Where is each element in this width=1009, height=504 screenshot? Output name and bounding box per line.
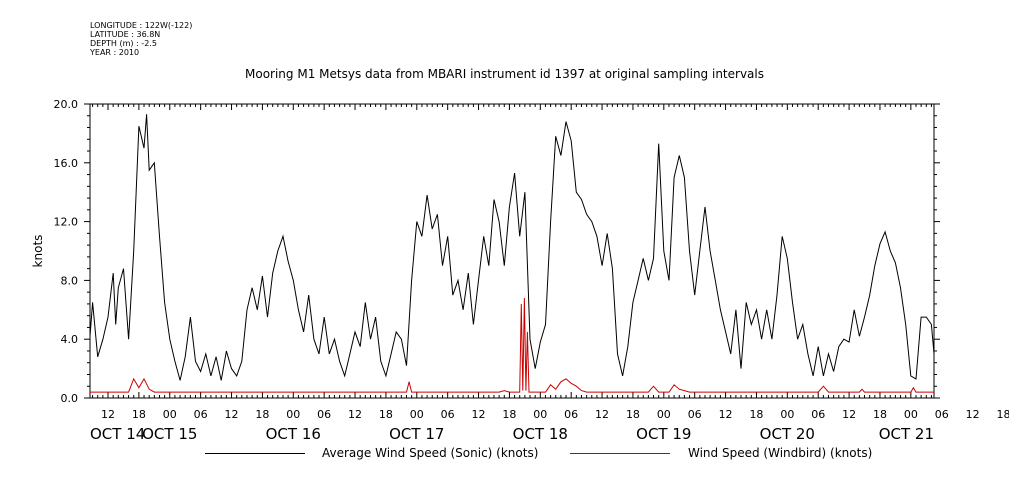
wind-speed-chart: knots 0.0 4.0 8.0 12.0 16.0 20.0 12 18 00 06 12 18… <box>31 98 1009 440</box>
x-tick-label: 00 <box>410 408 424 421</box>
x-tick-label: 06 <box>317 408 331 421</box>
x-date-label: OCT 19 <box>636 425 691 440</box>
x-tick-label: 18 <box>626 408 640 421</box>
x-date-label: OCT 21 <box>879 425 934 440</box>
axis-ticks <box>84 103 940 399</box>
y-tick-label: 8.0 <box>61 274 79 287</box>
legend-label-windbird: Wind Speed (Windbird) (knots) <box>688 446 873 460</box>
series-lines <box>89 114 935 393</box>
x-tick-label: 18 <box>379 408 393 421</box>
x-tick-label: 00 <box>780 408 794 421</box>
legend-label-sonic: Average Wind Speed (Sonic) (knots) <box>322 446 539 460</box>
x-tick-label: 18 <box>873 408 887 421</box>
x-tick-label: 00 <box>163 408 177 421</box>
y-axis-label: knots <box>31 235 45 268</box>
x-tick-label: 06 <box>564 408 578 421</box>
x-tick-label: 18 <box>132 408 146 421</box>
plot-frame <box>89 103 935 399</box>
x-date-label: OCT 17 <box>389 425 444 440</box>
legend-swatch-sonic <box>205 453 305 454</box>
x-tick-label: 18 <box>502 408 516 421</box>
chart-title: Mooring M1 Metsys data from MBARI instru… <box>245 67 764 81</box>
x-tick-label: 12 <box>719 408 733 421</box>
y-tick-label: 20.0 <box>54 98 79 111</box>
y-tick-label: 4.0 <box>61 333 79 346</box>
x-tick-label: 00 <box>657 408 671 421</box>
x-date-label: OCT 20 <box>760 425 815 440</box>
x-tick-label: 00 <box>286 408 300 421</box>
series-line-sonic <box>89 114 935 381</box>
x-tick-label: 18 <box>749 408 763 421</box>
y-tick-labels: 0.0 4.0 8.0 12.0 16.0 20.0 <box>54 98 79 405</box>
y-tick-label: 16.0 <box>54 157 79 170</box>
x-tick-label: 06 <box>811 408 825 421</box>
x-date-label: OCT 14 <box>90 425 145 440</box>
x-tick-label: 06 <box>441 408 455 421</box>
x-tick-label: 12 <box>348 408 362 421</box>
series-line-windbird <box>90 297 934 393</box>
x-tick-label: 06 <box>194 408 208 421</box>
depth-label: DEPTH (m) : -2.5 <box>90 39 157 48</box>
longitude-label: LONGITUDE : 122W(-122) <box>90 21 193 30</box>
x-tick-label: 12 <box>225 408 239 421</box>
latitude-label: LATITUDE : 36.8N <box>90 30 161 39</box>
x-tick-label: 06 <box>688 408 702 421</box>
legend-swatch-windbird <box>570 453 670 454</box>
x-tick-label: 18 <box>996 408 1009 421</box>
x-tick-label: 12 <box>595 408 609 421</box>
x-tick-label: 06 <box>935 408 949 421</box>
x-date-label: OCT 16 <box>266 425 321 440</box>
x-tick-label: 00 <box>533 408 547 421</box>
x-tick-label: 00 <box>904 408 918 421</box>
x-tick-label: 18 <box>255 408 269 421</box>
x-tick-label: 12 <box>101 408 115 421</box>
x-tick-label: 12 <box>966 408 980 421</box>
x-tick-label: 12 <box>842 408 856 421</box>
y-tick-label: 12.0 <box>54 216 79 229</box>
x-date-label: OCT 18 <box>513 425 568 440</box>
year-label: YEAR : 2010 <box>90 48 140 57</box>
y-tick-label: 0.0 <box>61 392 79 405</box>
x-tick-labels: 12 18 00 06 12 18 00 06 12 18 00 06 12 18 00 06 12 18 00 06… <box>101 408 1009 421</box>
x-date-label: OCT 15 <box>142 425 197 440</box>
x-tick-label: 12 <box>472 408 486 421</box>
mooring-metadata: LONGITUDE : 122W(-122) LATITUDE : 36.8N … <box>90 21 192 57</box>
legend: Average Wind Speed (Sonic) (knots) Wind … <box>0 446 1009 466</box>
